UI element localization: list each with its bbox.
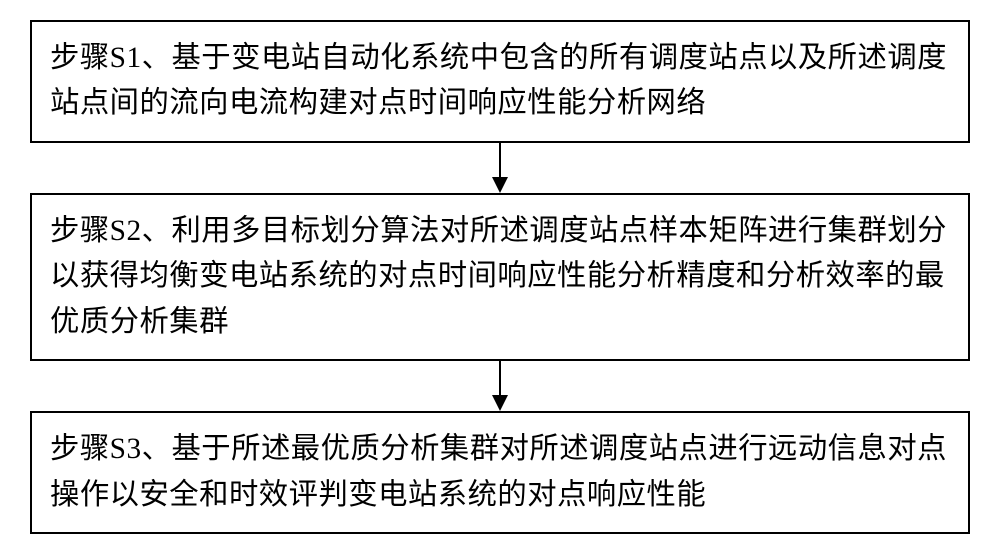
flow-node-s1: 步骤S1、基于变电站自动化系统中包含的所有调度站点以及所述调度站点间的流向电流构… <box>30 20 970 143</box>
flowchart-canvas: 步骤S1、基于变电站自动化系统中包含的所有调度站点以及所述调度站点间的流向电流构… <box>0 0 1000 540</box>
flow-arrow-s1-s2 <box>30 143 970 193</box>
flow-arrow-s2-s3 <box>30 361 970 411</box>
arrow-down-icon <box>488 361 512 411</box>
arrow-down-icon <box>488 143 512 193</box>
flow-node-s3: 步骤S3、基于所述最优质分析集群对所述调度站点进行远动信息对点操作以安全和时效评… <box>30 411 970 534</box>
flow-node-s2: 步骤S2、利用多目标划分算法对所述调度站点样本矩阵进行集群划分以获得均衡变电站系… <box>30 193 970 361</box>
